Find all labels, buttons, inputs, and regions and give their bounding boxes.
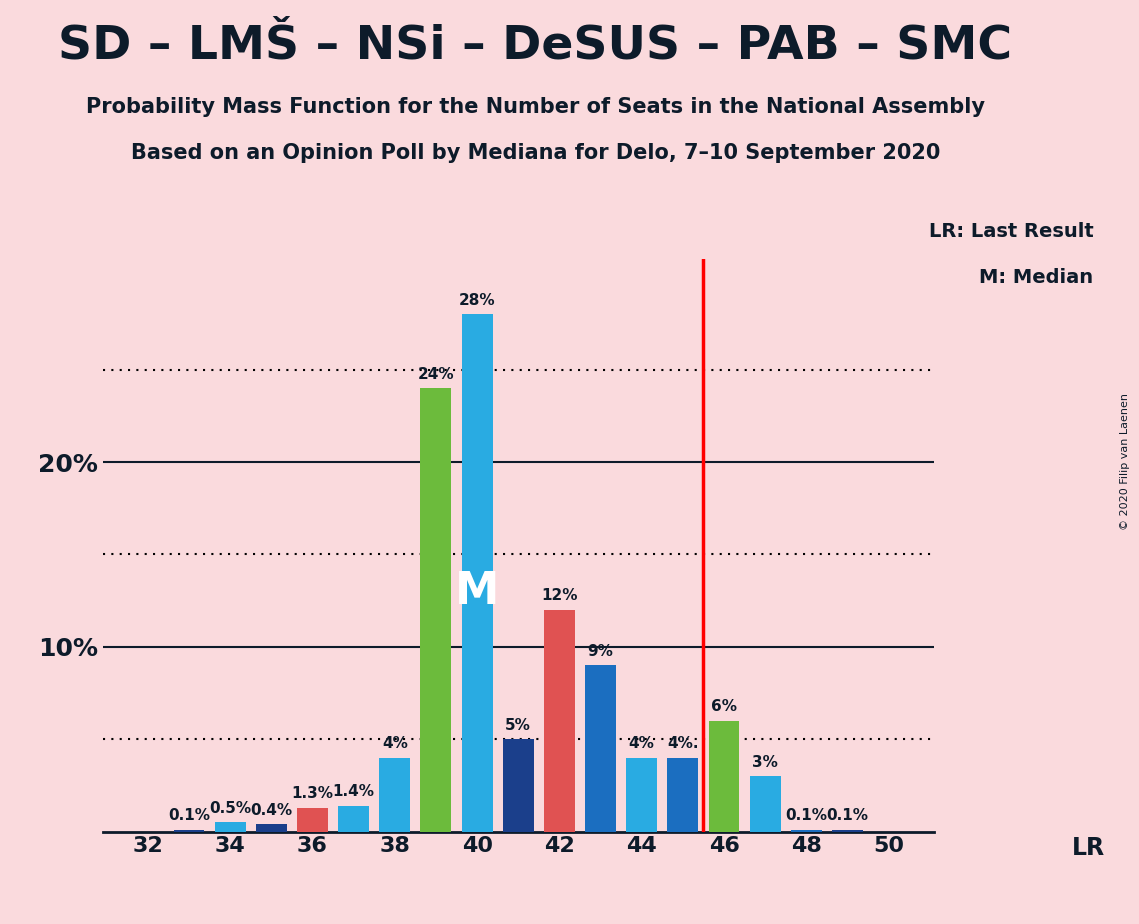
- Bar: [502, 739, 534, 832]
- Text: 9%: 9%: [588, 644, 614, 659]
- Text: 4%.: 4%.: [667, 736, 698, 751]
- Bar: [214, 822, 246, 832]
- Text: 6%: 6%: [711, 699, 737, 714]
- Bar: [379, 758, 410, 832]
- Text: 0.4%: 0.4%: [251, 803, 293, 818]
- Bar: [544, 610, 575, 832]
- Text: 3%: 3%: [752, 755, 778, 770]
- Text: M: M: [454, 570, 499, 613]
- Text: 4%: 4%: [382, 736, 408, 751]
- Bar: [585, 665, 616, 832]
- Bar: [256, 824, 287, 832]
- Bar: [420, 388, 451, 832]
- Text: 1.3%: 1.3%: [292, 786, 334, 801]
- Text: © 2020 Filip van Laenen: © 2020 Filip van Laenen: [1120, 394, 1130, 530]
- Bar: [626, 758, 657, 832]
- Text: 0.1%: 0.1%: [167, 808, 210, 823]
- Text: Probability Mass Function for the Number of Seats in the National Assembly: Probability Mass Function for the Number…: [85, 97, 985, 117]
- Bar: [297, 808, 328, 832]
- Text: LR: LR: [1072, 836, 1105, 860]
- Text: 0.1%: 0.1%: [827, 808, 869, 823]
- Bar: [667, 758, 698, 832]
- Bar: [708, 721, 739, 832]
- Text: 28%: 28%: [459, 293, 495, 308]
- Text: 12%: 12%: [541, 589, 577, 603]
- Text: 0.1%: 0.1%: [786, 808, 827, 823]
- Bar: [833, 830, 863, 832]
- Text: 1.4%: 1.4%: [333, 784, 375, 799]
- Text: Based on an Opinion Poll by Mediana for Delo, 7–10 September 2020: Based on an Opinion Poll by Mediana for …: [131, 143, 940, 164]
- Text: 4%: 4%: [629, 736, 655, 751]
- Bar: [338, 806, 369, 832]
- Text: 24%: 24%: [418, 367, 454, 382]
- Text: 0.5%: 0.5%: [210, 801, 252, 816]
- Text: M: Median: M: Median: [980, 268, 1093, 287]
- Text: SD – LMŠ – NSi – DeSUS – PAB – SMC: SD – LMŠ – NSi – DeSUS – PAB – SMC: [58, 23, 1013, 68]
- Bar: [173, 830, 204, 832]
- Bar: [749, 776, 780, 832]
- Text: LR: Last Result: LR: Last Result: [928, 222, 1093, 241]
- Bar: [461, 314, 492, 832]
- Bar: [790, 830, 822, 832]
- Text: 5%: 5%: [506, 718, 531, 733]
